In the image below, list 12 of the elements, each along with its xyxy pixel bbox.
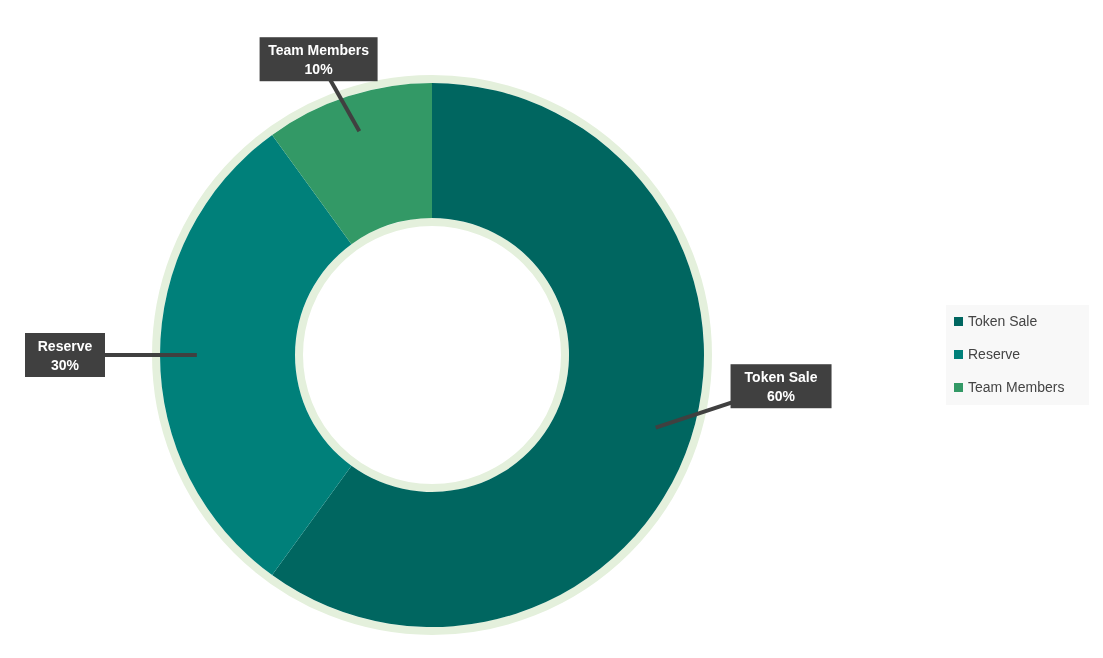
donut-slice bbox=[272, 83, 432, 245]
legend-label: Reserve bbox=[968, 346, 1021, 362]
donut-slice bbox=[160, 134, 352, 576]
slice-label: Reserve bbox=[37, 338, 93, 354]
slice-label: Token Sale bbox=[744, 369, 818, 386]
slice-label: Team Members bbox=[268, 42, 370, 59]
data-label: 30% bbox=[50, 357, 80, 373]
donut-slice bbox=[272, 83, 704, 627]
legend-label: Team Members bbox=[968, 379, 1065, 395]
data-label: 60% bbox=[767, 388, 796, 405]
legend-label: Token Sale bbox=[968, 313, 1038, 329]
data-label: 10% bbox=[304, 61, 334, 78]
